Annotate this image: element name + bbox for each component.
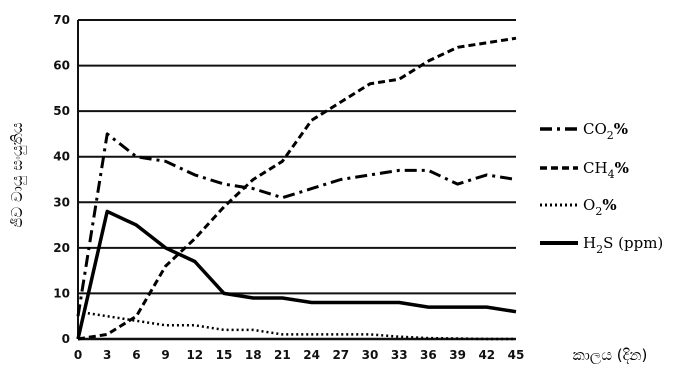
legend-entry-label: O2% bbox=[583, 196, 617, 218]
legend-entry-label: H2S (ppm) bbox=[583, 234, 663, 256]
x-tick-label: 0 bbox=[74, 348, 82, 362]
x-tick-label: 24 bbox=[303, 348, 320, 362]
x-tick-label: 36 bbox=[420, 348, 437, 362]
x-tick-label: 9 bbox=[161, 348, 169, 362]
chart-axes bbox=[77, 20, 516, 341]
x-tick-label: 21 bbox=[274, 348, 291, 362]
x-tick-label: 18 bbox=[245, 348, 262, 362]
x-tick-label: 45 bbox=[508, 348, 525, 362]
x-tick-label: 12 bbox=[186, 348, 203, 362]
x-tick-label: 30 bbox=[362, 348, 379, 362]
series-line-o2 bbox=[77, 310, 516, 341]
chart-legend: CO2% CH4% O2% H2S (ppm) bbox=[540, 120, 663, 256]
x-tick-label: 3 bbox=[103, 348, 111, 362]
y-tick-label: 0 bbox=[62, 332, 70, 346]
y-tick-label: 20 bbox=[53, 241, 70, 255]
y-axis-label: ජීව වායු සංයුතිය bbox=[8, 122, 27, 228]
x-tick-label: 33 bbox=[391, 348, 408, 362]
x-tick-label: 27 bbox=[332, 348, 349, 362]
y-tick-label: 30 bbox=[53, 195, 70, 209]
y-tick-label: 10 bbox=[53, 286, 70, 300]
y-tick-label: 40 bbox=[53, 150, 70, 164]
y-tick-label: 60 bbox=[53, 59, 70, 73]
chart-series-group bbox=[76, 36, 517, 341]
legend-entry-label: CH4% bbox=[583, 159, 629, 181]
legend-entry-label: CO2% bbox=[583, 120, 628, 142]
series-line-h2s-ppm bbox=[76, 209, 517, 340]
x-tick-label: 39 bbox=[449, 348, 466, 362]
x-tick-label: 15 bbox=[216, 348, 233, 362]
x-tick-label: 42 bbox=[478, 348, 495, 362]
series-line-ch4 bbox=[77, 36, 517, 341]
chart-grid bbox=[78, 19, 516, 340]
x-tick-label: 6 bbox=[132, 348, 140, 362]
x-axis-label: කාලය (දින) bbox=[573, 346, 648, 364]
series-line-co2 bbox=[76, 132, 517, 317]
y-tick-label: 70 bbox=[53, 13, 70, 27]
y-tick-label: 50 bbox=[53, 104, 70, 118]
